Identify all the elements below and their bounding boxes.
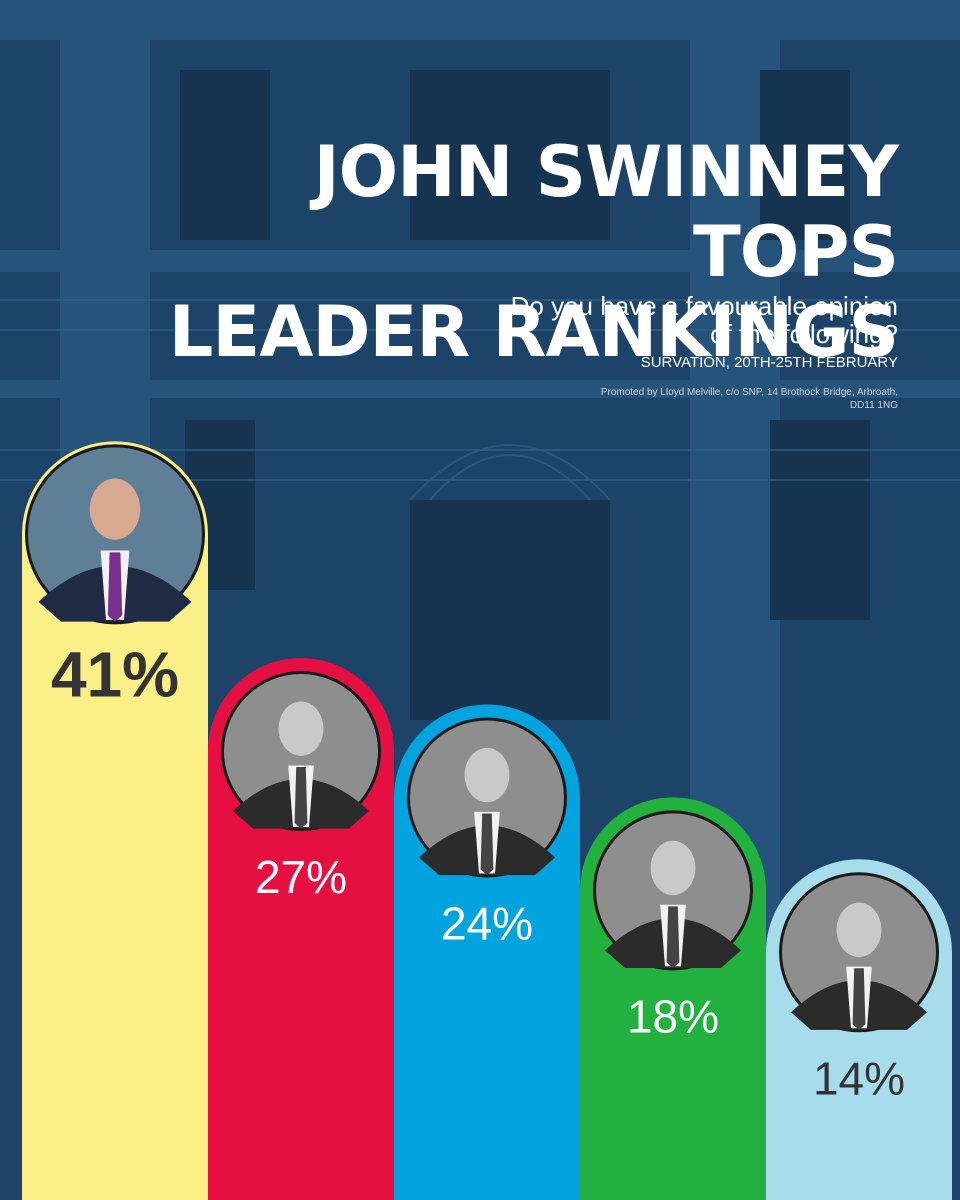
value-label-1: 41% (51, 638, 179, 710)
headline-line-1: JOHN SWINNEY TOPS (313, 131, 899, 293)
bar-1 (22, 441, 208, 1200)
value-label-2: 27% (255, 851, 347, 903)
headline: JOHN SWINNEY TOPS LEADER RANKINGS (98, 131, 899, 373)
survey-question: Do you have a favourable opinion of the … (510, 291, 898, 349)
value-label-5: 14% (813, 1052, 905, 1104)
leader-portrait-5 (779, 872, 939, 1033)
leader-portrait-3 (407, 717, 567, 878)
leader-portrait-1 (25, 444, 205, 625)
imprint-text: Promoted by Lloyd Melville, c/o SNP, 14 … (600, 387, 898, 411)
value-label-3: 24% (441, 897, 533, 949)
leader-portrait-4 (593, 810, 753, 971)
leader-portrait-2 (221, 671, 381, 832)
survey-source: SURVATION, 20TH-25TH FEBRUARY (640, 354, 898, 371)
headline-line-2: LEADER RANKINGS (168, 291, 899, 373)
value-label-4: 18% (627, 990, 719, 1042)
